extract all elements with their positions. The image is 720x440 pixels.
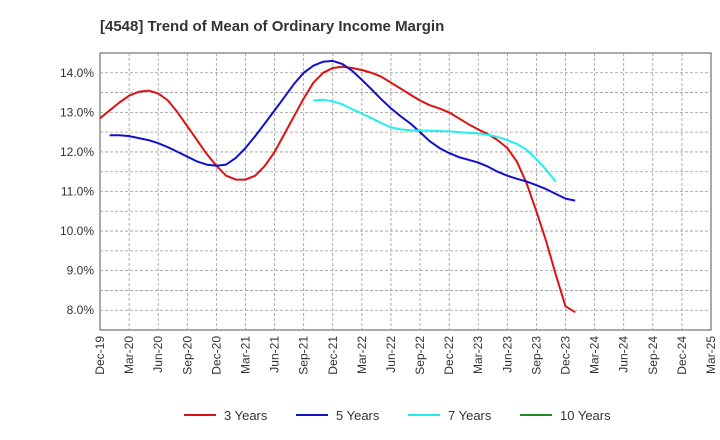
y-tick-label: 13.0% xyxy=(60,105,94,119)
x-tick-label: Dec-22 xyxy=(442,336,456,375)
y-tick-label: 11.0% xyxy=(61,185,94,199)
legend-label-5-years: 5 Years xyxy=(336,408,380,423)
x-tick-label: Dec-19 xyxy=(93,336,107,375)
y-tick-label: 14.0% xyxy=(60,66,94,80)
legend-label-7-years: 7 Years xyxy=(448,408,492,423)
x-tick-label: Dec-20 xyxy=(209,336,223,375)
y-tick-label: 9.0% xyxy=(67,264,95,278)
x-tick-label: Sep-21 xyxy=(297,336,311,375)
x-tick-label: Jun-22 xyxy=(384,336,398,373)
legend: 3 Years 5 Years 7 Years 10 Years xyxy=(184,408,611,423)
x-tick-label: Jun-24 xyxy=(617,336,631,373)
series-line-7-years xyxy=(313,98,557,183)
y-tick-label: 12.0% xyxy=(60,145,94,159)
x-tick-label: Jun-23 xyxy=(500,336,514,373)
y-tick-label: 8.0% xyxy=(67,303,95,317)
x-tick-label: Sep-24 xyxy=(646,336,660,375)
x-tick-label: Mar-20 xyxy=(122,336,136,374)
x-tick-label: Mar-21 xyxy=(238,336,252,374)
axes: 8.0% 9.0% 10.0% 11.0% 12.0% 13.0% 14.0% Dec-19 M… xyxy=(60,66,718,375)
series-line-5-years xyxy=(109,59,576,202)
x-tick-label: Mar-22 xyxy=(355,336,369,374)
x-tick-label: Dec-21 xyxy=(326,336,340,375)
x-tick-label: Mar-25 xyxy=(704,336,718,374)
x-tick-label: Sep-20 xyxy=(180,336,194,375)
legend-label-10-years: 10 Years xyxy=(560,408,611,423)
x-tick-label: Dec-23 xyxy=(559,336,573,375)
grid-lines xyxy=(100,53,711,330)
x-tick-label: Jun-21 xyxy=(268,336,282,373)
chart-title: [4548] Trend of Mean of Ordinary Income … xyxy=(100,18,444,35)
x-tick-label: Mar-24 xyxy=(588,336,602,374)
y-tick-label: 10.0% xyxy=(60,224,94,238)
x-tick-label: Mar-23 xyxy=(471,336,485,374)
series-line-3-years xyxy=(99,65,576,314)
x-tick-label: Sep-22 xyxy=(413,336,427,375)
series-lines xyxy=(99,59,576,314)
x-tick-label: Dec-24 xyxy=(675,336,689,375)
x-tick-label: Jun-20 xyxy=(151,336,165,373)
x-tick-label: Sep-23 xyxy=(529,336,543,375)
legend-label-3-years: 3 Years xyxy=(224,408,268,423)
